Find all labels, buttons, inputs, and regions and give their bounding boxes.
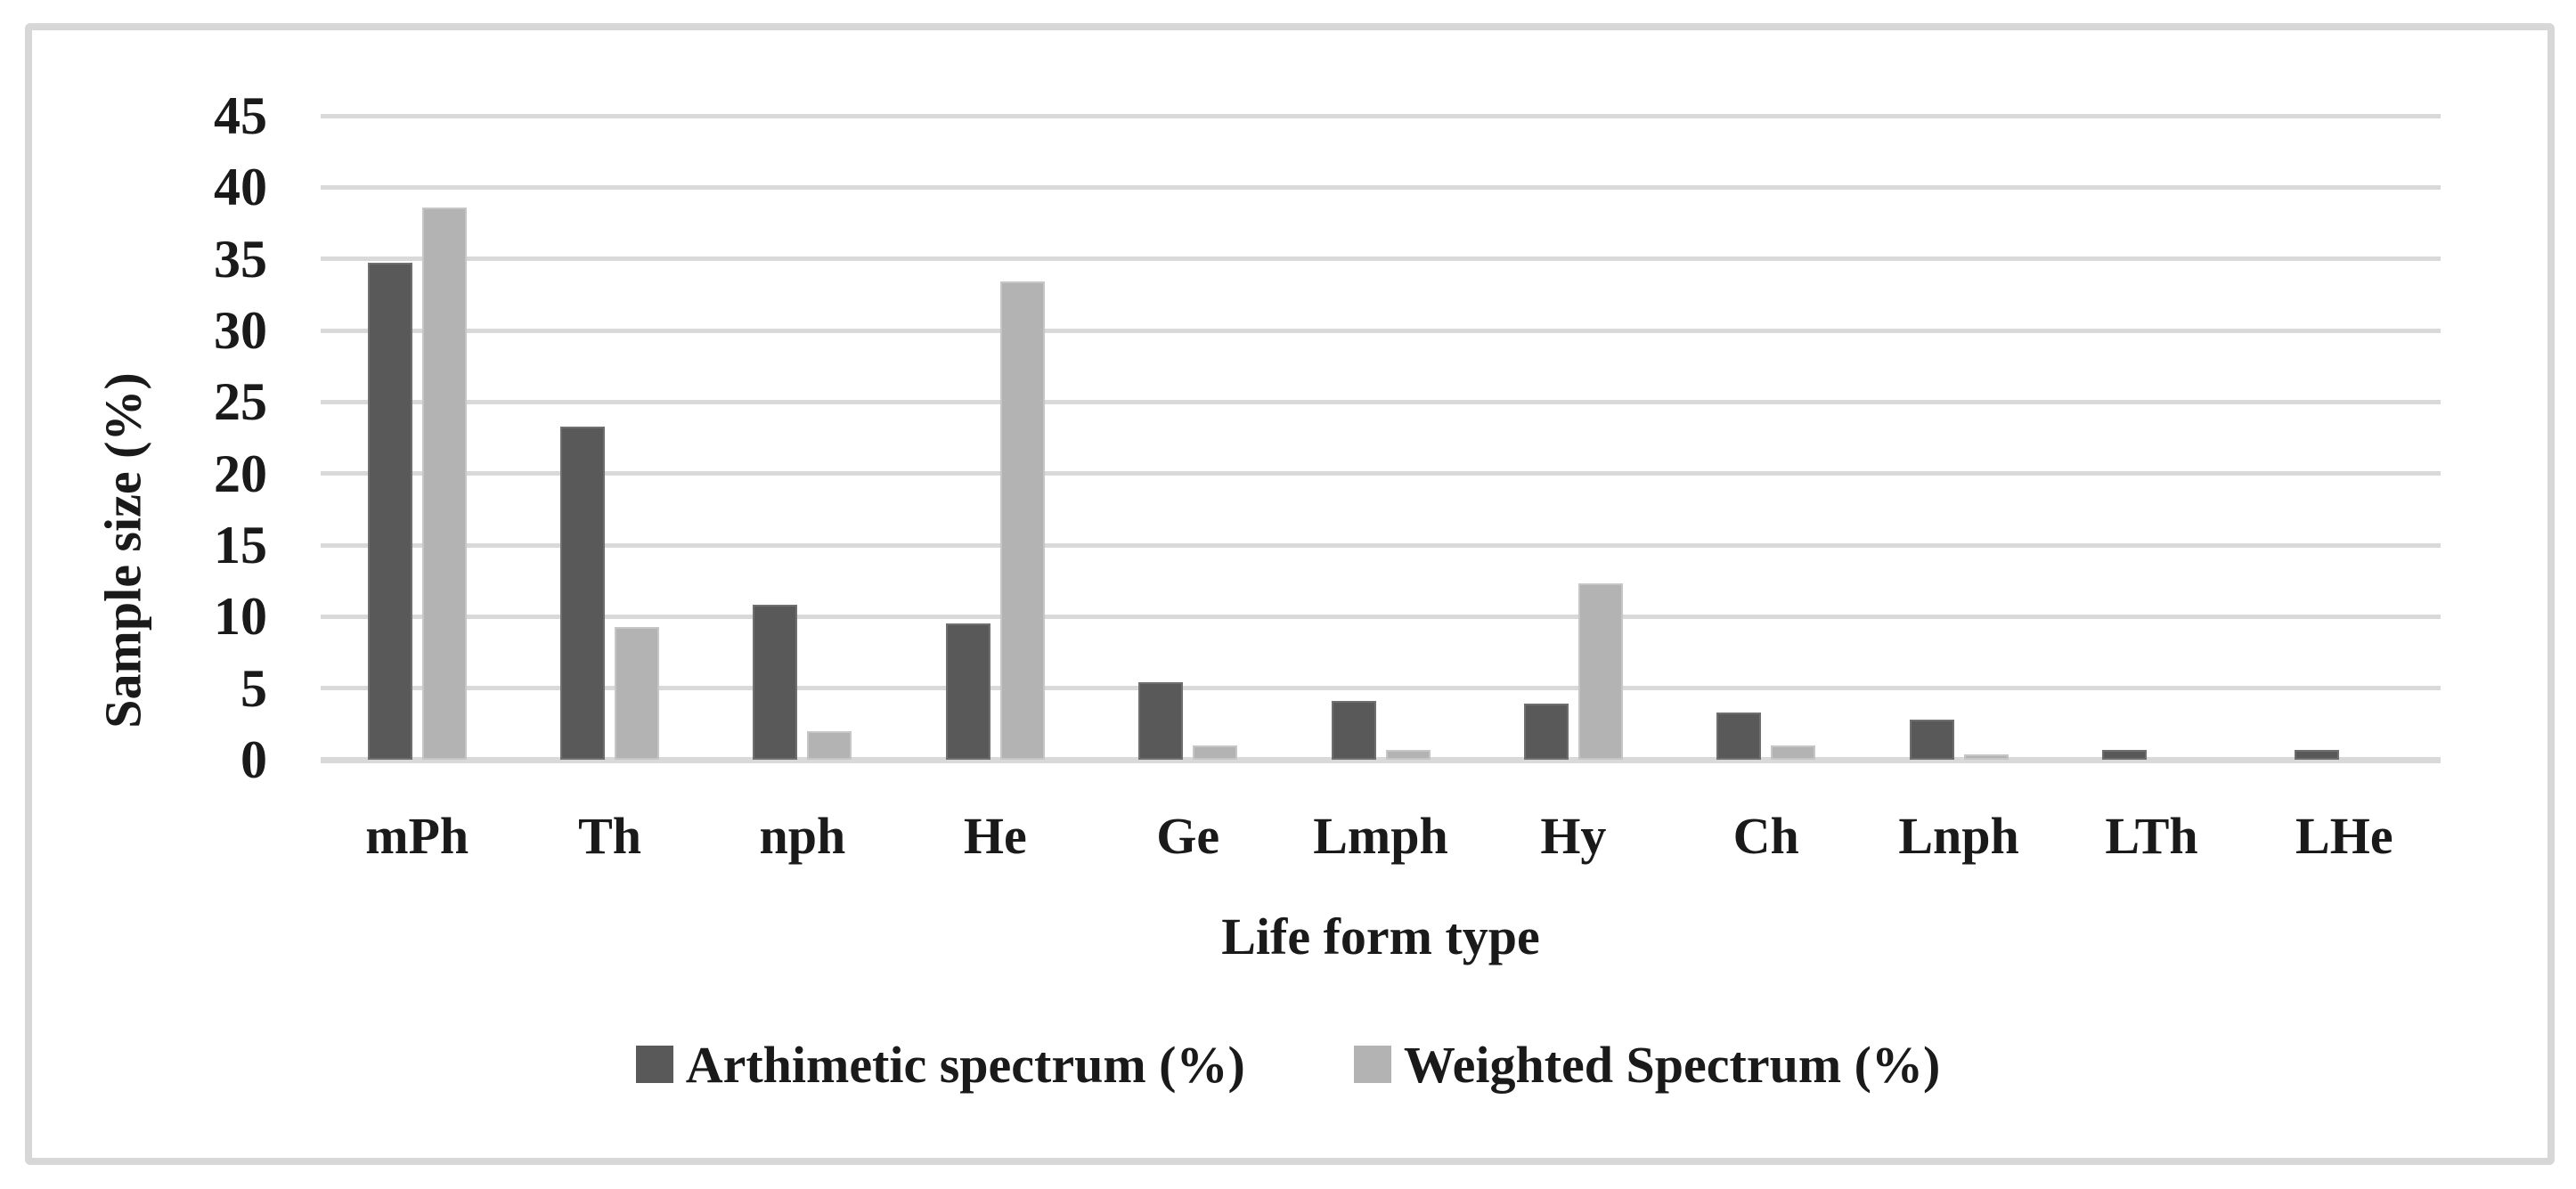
bar-arithmetic-Lmph [1331,701,1376,760]
y-tick-label-15: 15 [214,516,267,574]
y-tick-label-20: 20 [214,444,267,503]
gridline-35 [321,257,2441,262]
y-axis-tick-labels: 0 5 10 15 20 25 30 35 40 45 [107,86,267,789]
y-tick-label-10: 10 [214,587,267,647]
bar-arithmetic-LHe [2295,750,2340,760]
legend-swatch-arithmetic-icon [635,1046,673,1083]
bar-arithmetic-mPh [367,263,412,760]
y-tick-label-35: 35 [214,229,267,289]
x-tick-label-Th: Th [578,807,642,865]
y-tick-label-40: 40 [214,158,267,217]
legend-label-weighted-spectrum: Weighted Spectrum (%) [1403,1035,1941,1094]
y-tick-label-30: 30 [214,301,267,360]
x-tick-label-LHe: LHe [2295,807,2393,865]
bar-arithmetic-Lnph [1909,720,1954,760]
bar-weighted-Lmph [1385,750,1431,760]
bar-arithmetic-Th [560,427,605,760]
bar-weighted-mPh [421,208,467,760]
bar-weighted-Ch [1771,745,1816,760]
y-tick-label-5: 5 [240,658,267,718]
bar-weighted-nph [807,731,852,760]
bar-weighted-He [999,281,1045,760]
y-tick-label-25: 25 [214,372,267,432]
bar-arithmetic-nph [753,605,798,760]
legend-item-arithmetic-spectrum: Arthimetic spectrum (%) [635,1035,1245,1095]
legend-item-weighted-spectrum: Weighted Spectrum (%) [1353,1035,1941,1095]
x-tick-label-Ge: Ge [1156,807,1220,865]
bar-arithmetic-Ge [1138,682,1184,760]
bar-weighted-Ge [1193,745,1238,760]
y-tick-label-45: 45 [214,86,267,145]
x-tick-label-LTh: LTh [2105,807,2198,865]
gridline-45 [321,113,2441,118]
bar-weighted-Th [615,627,659,760]
x-axis-line [321,756,2441,763]
x-tick-label-He: He [963,807,1027,865]
gridline-15 [321,542,2441,548]
bar-arithmetic-Hy [1523,704,1569,760]
y-tick-label-0: 0 [240,730,267,789]
bar-arithmetic-LTh [2102,750,2147,760]
bar-arithmetic-He [945,623,990,760]
legend-label-arithmetic-spectrum: Arthimetic spectrum (%) [685,1035,1245,1094]
legend-swatch-weighted-icon [1353,1046,1391,1083]
gridline-40 [321,184,2441,190]
plot-area [321,113,2441,763]
x-tick-label-Lmph: Lmph [1313,807,1448,865]
bar-weighted-Hy [1577,583,1623,760]
gridline-25 [321,399,2441,404]
bar-weighted-Lnph [1963,754,2009,760]
legend: Arthimetic spectrum (%) Weighted Spectru… [0,1024,2576,1104]
bar-arithmetic-Ch [1716,713,1762,760]
x-tick-label-Hy: Hy [1540,807,1607,865]
gridline-20 [321,471,2441,476]
x-tick-label-Ch: Ch [1732,807,1799,865]
gridline-10 [321,614,2441,619]
x-tick-label-Lnph: Lnph [1898,807,2019,865]
gridline-30 [321,328,2441,333]
x-axis-title: Life form type [1221,908,1540,965]
x-tick-label-mPh: mPh [365,807,469,865]
x-tick-label-nph: nph [759,807,846,865]
gridline-5 [321,686,2441,691]
